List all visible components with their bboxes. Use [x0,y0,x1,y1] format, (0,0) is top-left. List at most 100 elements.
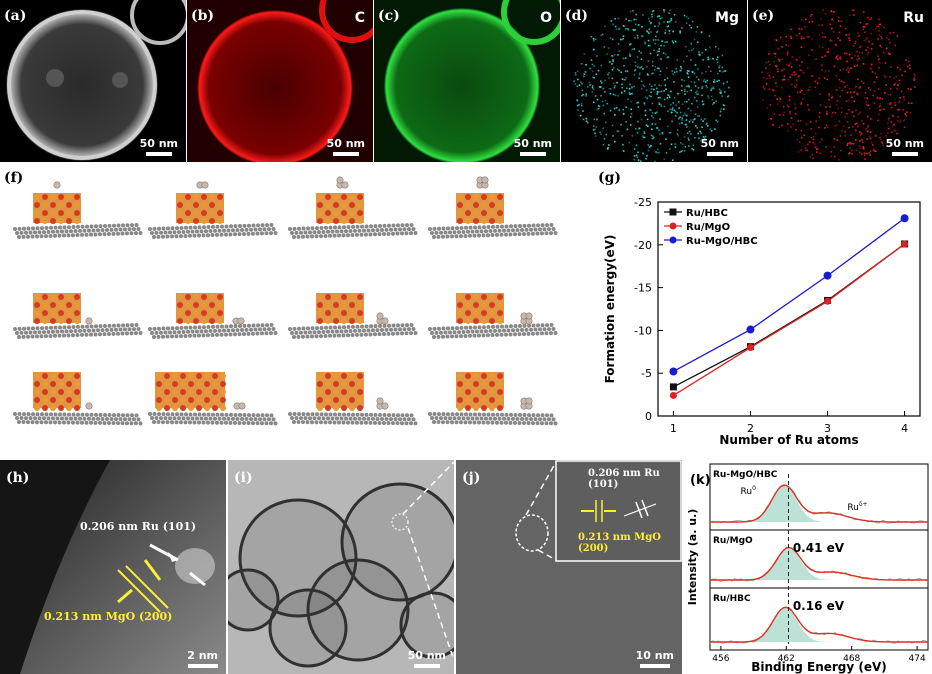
panel-label: (e) [752,8,775,24]
x-tick-label: 474 [909,654,926,664]
series-line [673,243,905,397]
eds-signal-dots [761,9,916,162]
x-axis-label: Number of Ru atoms [719,433,858,447]
structure-model [428,372,558,426]
legend-marker [669,222,677,230]
structure-model [13,293,143,339]
panel-b-carbon-map: (b) C 50 nm [187,0,373,162]
series-line [673,217,905,373]
legend-label: Ru-MgO/HBC [686,236,758,247]
x-tick-label: 1 [670,422,677,435]
structure-model [13,372,143,426]
panel-k-xps: (k) 456 462 468 474 Binding Energy (eV) Intens… [684,460,932,674]
panel-label: (g) [598,170,622,186]
x-tick-label: 456 [712,654,729,664]
panel-c-oxygen-map: (c) O 50 nm [374,0,560,162]
scale-bar: 2 nm [187,649,218,668]
y-axis-label: Formation energy(eV) [603,235,617,384]
y-tick-label: -10 [634,324,652,337]
shift-label: 0.16 eV [793,599,845,613]
stem-sphere-image [6,0,186,161]
panel-g-chart: (g) -25 -20 -15 -10 -5 0 1 2 3 4 Number of Ru atom… [594,164,932,454]
scale-bar: 50 nm [701,137,739,156]
legend-label: Ru/MgO [686,222,730,233]
panel-label: (b) [191,8,215,24]
scale-bar: 50 nm [886,137,924,156]
data-point [900,214,909,223]
structure-model [148,181,278,239]
ru0-fit-area [710,485,928,522]
envelope-fit [710,606,928,643]
data-point [823,271,832,280]
data-point [824,297,832,305]
panel-a-stem-image: (a) 50 nm [0,0,186,162]
oxygen-eds-map [374,0,560,162]
scale-bar: 50 nm [327,137,365,156]
element-label: Ru [903,10,924,26]
inset-ru-annotation: 0.206 nm Ru (101) [588,468,660,490]
legend-marker [669,236,677,244]
panel-label: (a) [4,8,27,24]
y-tick-label: -20 [634,239,652,252]
carbon-eds-map [187,0,373,162]
structure-model [13,181,143,239]
ruthenium-eds-map [748,0,932,162]
structure-model [288,176,418,239]
eds-signal-dots [573,9,730,162]
scale-bar-label: 50 nm [700,137,739,150]
panel-e-ruthenium-map: (e) Ru 50 nm [748,0,932,162]
scale-bar: 50 nm [408,649,446,668]
data-point [669,391,677,399]
panel-f-structures: (f) [0,164,590,444]
trace-label: Ru/MgO [713,536,753,546]
xps-spectra-chart: (k) 456 462 468 474 Binding Energy (eV) Intens… [686,463,929,674]
scale-bar-label: 50 nm [139,137,178,150]
trace-label: Ru/HBC [713,594,751,604]
scale-bar-label: 50 nm [885,137,924,150]
magnesium-eds-map [561,0,747,162]
element-label: C [354,10,365,26]
formation-energy-chart: -25 -20 -15 -10 -5 0 1 2 3 4 Number of Ru atoms For… [603,196,921,447]
data-point [669,367,678,376]
element-label: Mg [715,10,739,26]
x-tick-label: 468 [843,654,860,664]
scale-bar-label: 50 nm [513,137,552,150]
scale-bar: 50 nm [514,137,552,156]
structure-model [148,293,278,339]
panel-label: (h) [6,470,30,486]
structure-model [428,293,558,339]
envelope-fit [710,484,928,523]
y-tick-label: 0 [645,410,652,423]
panel-label: (k) [690,473,711,488]
structure-model [428,176,558,239]
hrtem-detail-image [456,460,682,674]
envelope-fit [710,546,928,581]
panel-d-magnesium-map: (d) Mg 50 nm [561,0,747,162]
element-label: O [540,10,552,26]
legend-label: Ru/HBC [686,208,728,219]
shift-label: 0.41 eV [793,541,845,555]
trace-label: Ru-MgO/HBC [713,470,778,480]
y-tick-label: -15 [634,282,652,295]
mgo-lattice-annotation: 0.213 nm MgO (200) [44,610,173,623]
hrtem-image [0,460,226,674]
inset-mgo-annotation: 0.213 nm MgO (200) [578,532,661,554]
data-point [901,240,909,248]
x-tick-label: 4 [901,422,908,435]
x-tick-label: 2 [747,422,754,435]
panel-j-hrtem: (j) 0.206 nm Ru (101) 0.213 nm MgO (200)… [456,460,682,674]
panel-h-hrtem: (h) 0.206 nm Ru (101) 0.213 nm MgO (200)… [0,460,226,674]
y-axis-label: Intensity (a. u.) [686,509,699,606]
legend-marker [669,208,677,216]
y-tick-label: -25 [634,196,652,209]
data-point [669,383,677,391]
ru0-peak-label: Ru0 [741,485,757,497]
ru-lattice-annotation: 0.206 nm Ru (101) [80,520,197,533]
structure-model [288,293,418,339]
panel-label: (f) [4,170,24,186]
panel-label: (d) [565,8,589,24]
xps-plot-frame [709,463,929,651]
x-tick-label: 462 [778,654,795,664]
x-tick-label: 3 [824,422,831,435]
panel-label: (c) [378,8,400,24]
